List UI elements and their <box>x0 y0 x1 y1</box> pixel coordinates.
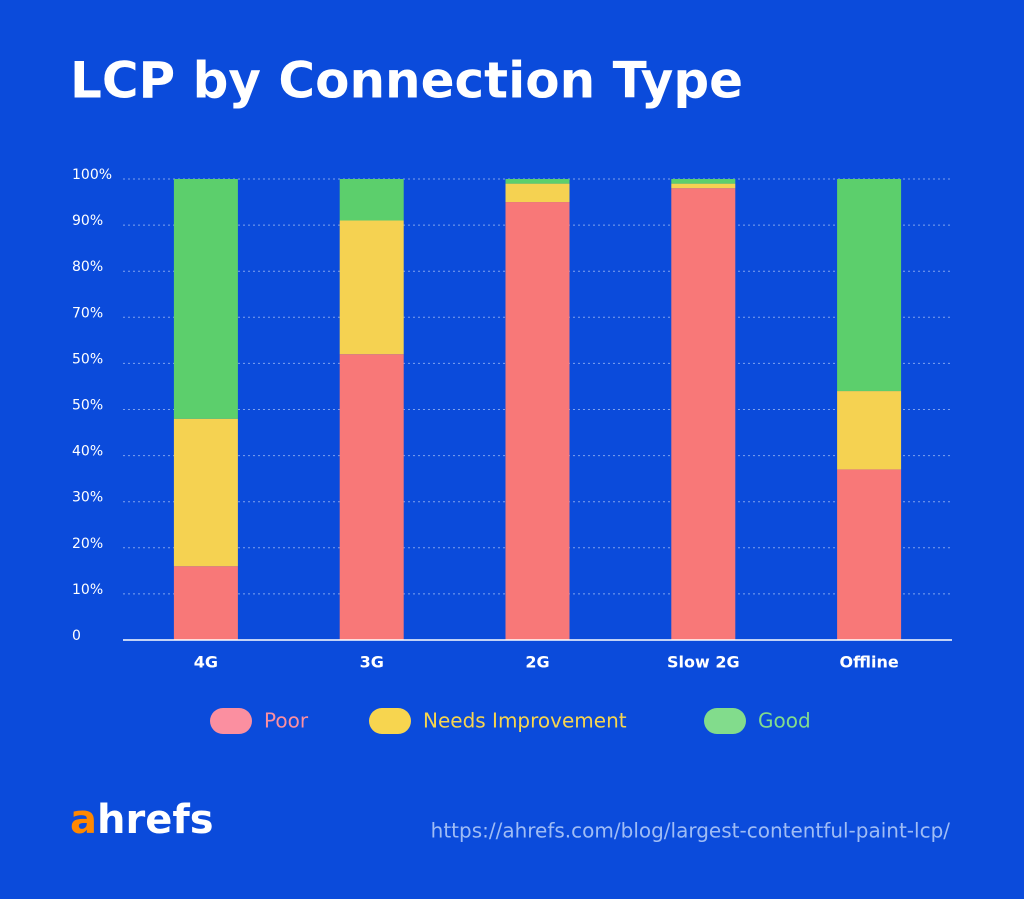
y-tick-label: 50% <box>72 351 103 367</box>
bar-segment <box>173 179 238 419</box>
y-tick-label: 70% <box>72 305 103 321</box>
legend-swatch <box>369 708 411 734</box>
y-tick-label: 40% <box>72 444 103 460</box>
bar-segment <box>837 469 902 640</box>
legend-label: Needs Improvement <box>423 709 627 733</box>
source-url: https://ahrefs.com/blog/largest-contentf… <box>431 819 951 843</box>
y-tick-label: 50% <box>72 398 103 414</box>
bar-segment <box>505 183 570 203</box>
x-tick-label: Slow 2G <box>667 653 740 672</box>
legend-swatch <box>704 708 746 734</box>
bar-segment <box>339 354 404 640</box>
y-tick-label: 0 <box>72 628 81 644</box>
y-tick-label: 80% <box>72 259 103 275</box>
y-tick-label: 100% <box>72 167 112 183</box>
bar-segment <box>339 179 404 221</box>
x-tick-label: 4G <box>194 653 218 672</box>
y-tick-label: 30% <box>72 490 103 506</box>
y-tick-label: 20% <box>72 536 103 552</box>
bar-segment <box>837 179 902 392</box>
bar-segment <box>671 183 736 189</box>
legend-label: Poor <box>264 709 309 733</box>
bar-segment <box>173 418 238 567</box>
x-tick-label: Offline <box>840 653 899 672</box>
y-tick-label: 90% <box>72 213 103 229</box>
legend-swatch <box>210 708 252 734</box>
y-tick-label: 10% <box>72 582 103 598</box>
bar-segment <box>339 220 404 355</box>
x-tick-label: 2G <box>525 653 549 672</box>
logo: ahrefs <box>70 797 214 843</box>
legend-label: Good <box>758 709 811 733</box>
bar-segment <box>505 202 570 641</box>
bar-segment <box>671 179 736 184</box>
x-tick-label: 3G <box>360 653 384 672</box>
bar-segment <box>671 188 736 640</box>
chart-title: LCP by Connection Type <box>70 52 743 110</box>
bar-segment <box>173 566 238 640</box>
bar-segment <box>505 179 570 184</box>
bar-segment <box>837 391 902 470</box>
